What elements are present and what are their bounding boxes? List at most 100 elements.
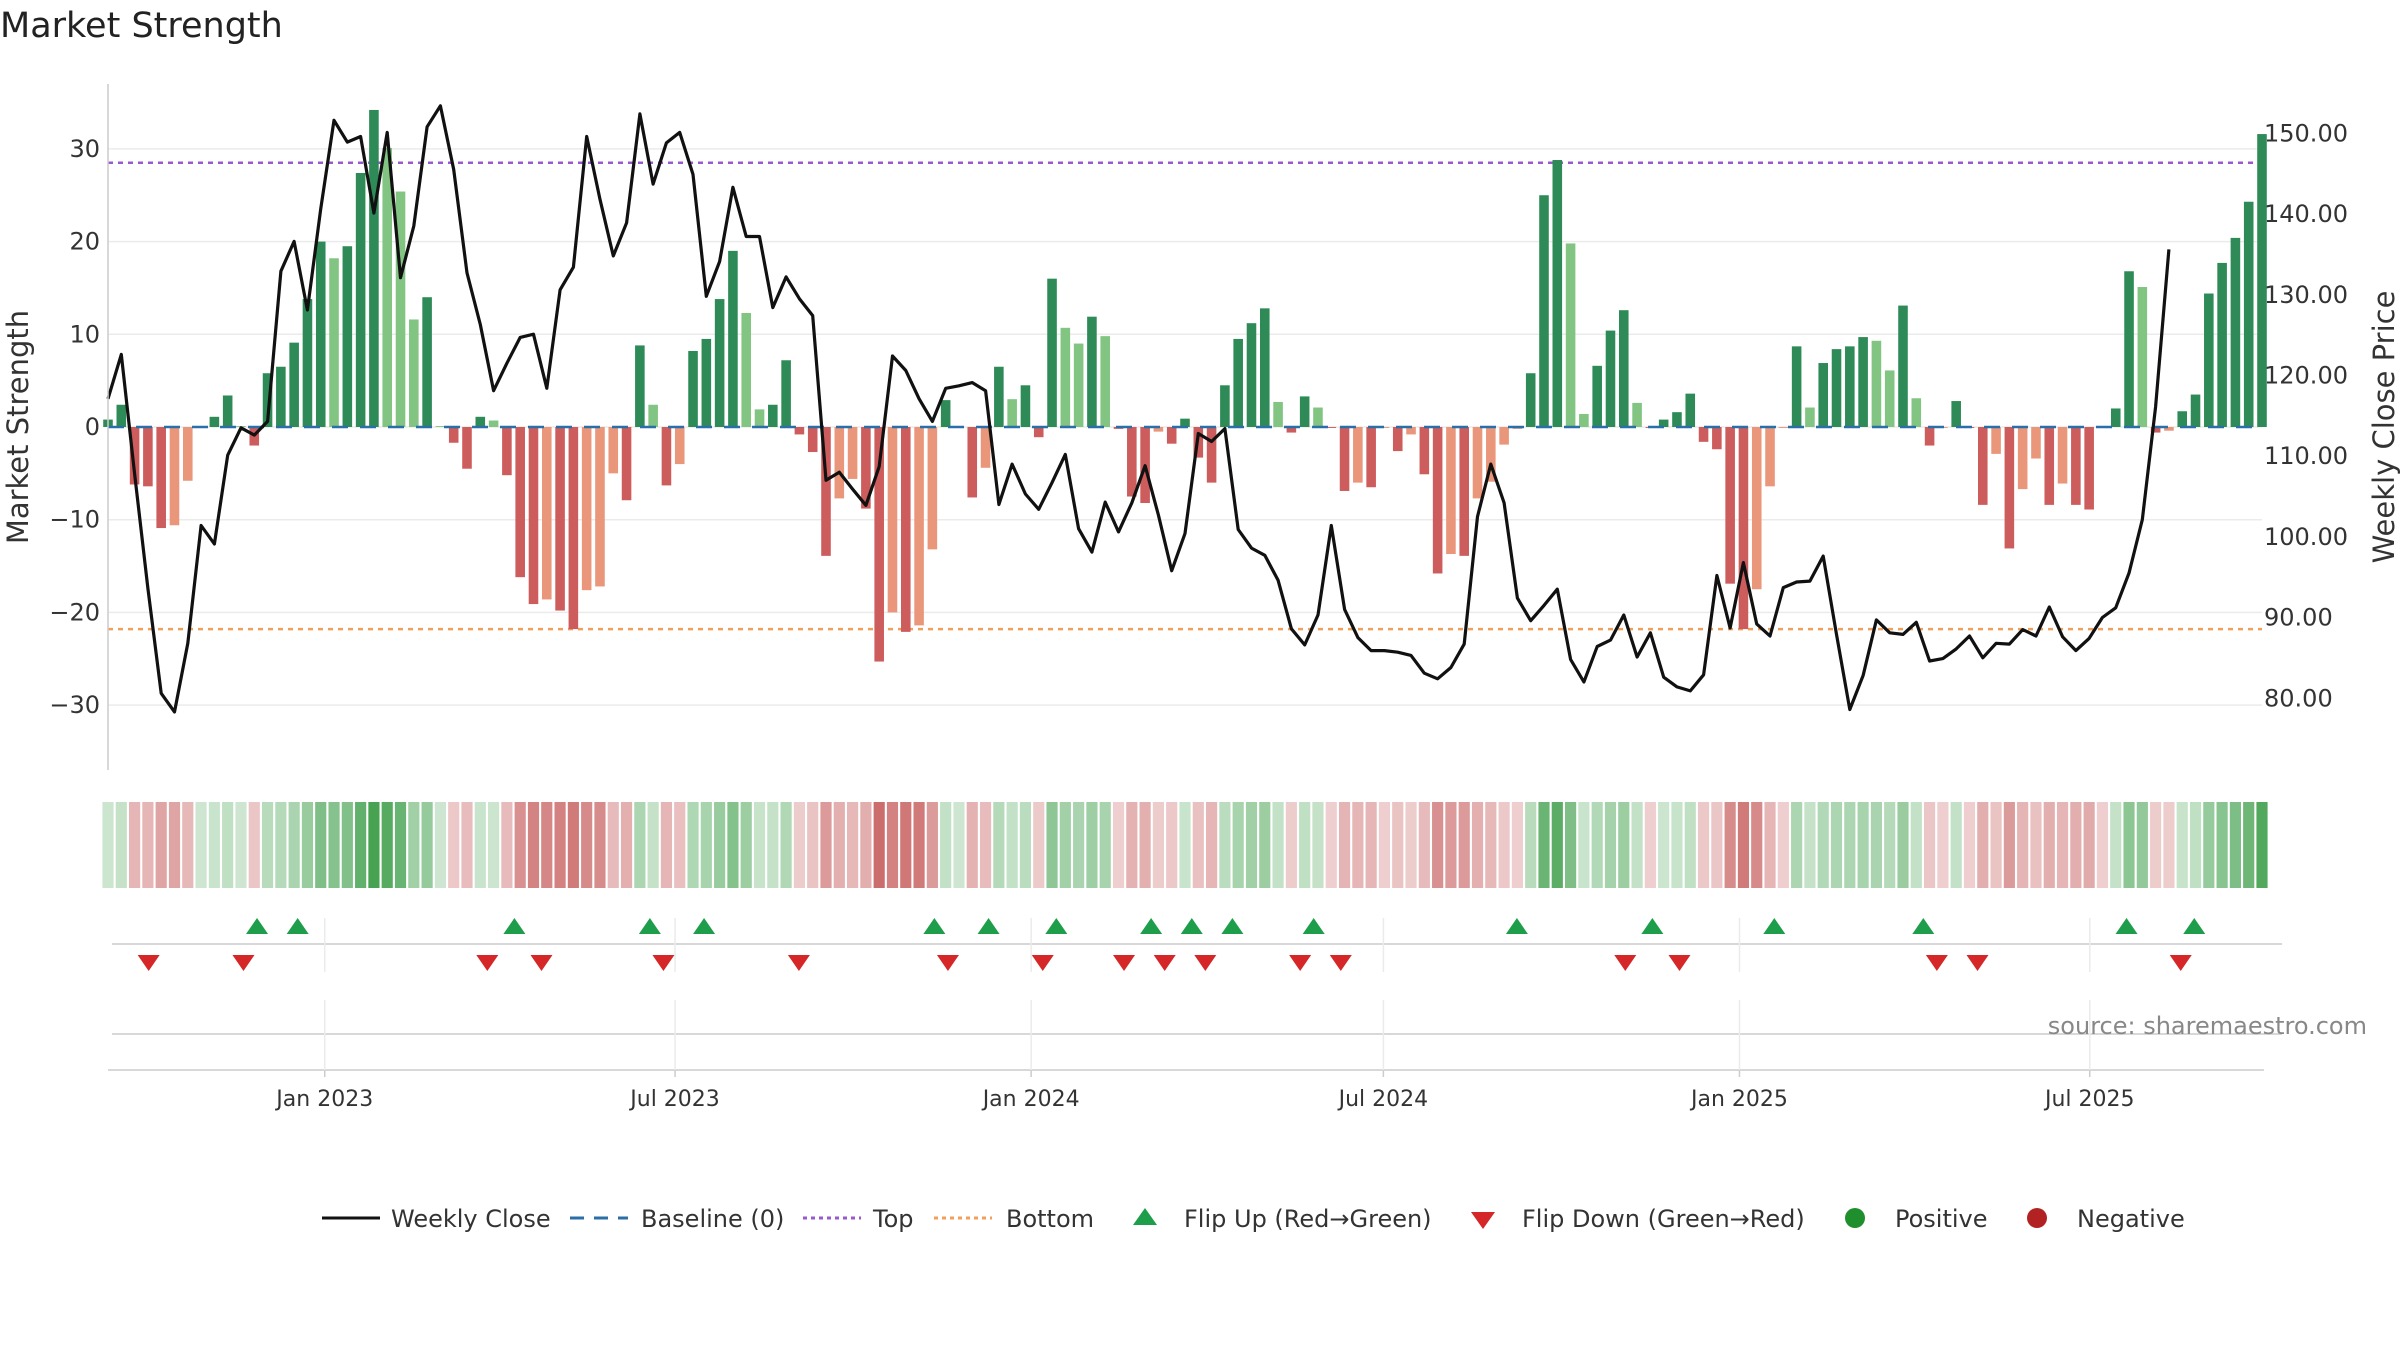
strength-bar — [741, 312, 752, 427]
flip-down-marker — [476, 955, 499, 971]
strip-cell — [1166, 802, 1178, 888]
strength-bar — [2071, 427, 2081, 505]
flip-down-marker — [652, 955, 675, 971]
strip-cell — [1857, 802, 1869, 888]
strip-cell — [474, 802, 486, 888]
strength-bar — [502, 427, 512, 476]
flip-down-marker — [1668, 955, 1691, 971]
strip-cell — [1245, 802, 1258, 888]
strip-cell — [953, 802, 965, 888]
source-note: source: sharemaestro.com — [2048, 1012, 2367, 1040]
strip-cell — [1591, 802, 1603, 888]
strip-cell — [833, 802, 845, 888]
strength-bar — [1286, 427, 1297, 433]
strength-bar — [1672, 412, 1682, 427]
strength-bar — [781, 360, 791, 427]
strength-bar — [2057, 427, 2068, 484]
strip-cell — [2030, 802, 2042, 888]
flip-down-marker — [1329, 955, 1352, 971]
strip-cell — [1724, 802, 1736, 888]
y-right-axis-label: Weekly Close Price — [2367, 291, 2400, 564]
strip-cell — [1192, 802, 1204, 888]
strip-cell — [448, 802, 460, 888]
strength-bar — [462, 427, 472, 469]
strip-cell — [1538, 802, 1550, 888]
strength-bar — [2217, 262, 2227, 427]
strength-bar — [1565, 243, 1576, 427]
strength-bar — [1791, 346, 1802, 427]
strength-bar — [2124, 271, 2134, 427]
legend-bottom-label: Bottom — [1006, 1205, 1094, 1233]
strip-cell — [1445, 802, 1457, 888]
strip-cell — [793, 802, 805, 888]
strip-cell — [434, 802, 446, 888]
strength-bar — [1818, 363, 1829, 427]
y-right-tick-label: 140.00 — [2264, 200, 2348, 228]
strip-cell — [1126, 802, 1138, 888]
strip-cell — [674, 802, 686, 888]
y-left-tick-label: −10 — [49, 506, 100, 534]
strength-bar — [1220, 385, 1230, 427]
strip-cell — [740, 802, 752, 888]
strip-cell — [700, 802, 712, 888]
strength-bar — [1605, 330, 1616, 427]
strip-cell — [1658, 802, 1670, 888]
strip-cell — [554, 802, 566, 888]
y-left-tick-label: −20 — [49, 598, 100, 626]
strip-cell — [1977, 802, 1989, 888]
strip-cell — [1139, 802, 1151, 888]
strength-bar — [621, 427, 632, 501]
strip-cell — [1830, 802, 1843, 888]
strength-bar — [302, 299, 313, 427]
strength-bar — [422, 297, 432, 427]
strength-bar — [1858, 337, 1868, 427]
strip-cell — [315, 802, 327, 888]
strip-cell — [1817, 802, 1829, 888]
x-tick-label: Jan 2025 — [1689, 1087, 1788, 1112]
flip-up-marker — [1505, 918, 1528, 934]
flip-up-marker — [1045, 918, 1068, 934]
strip-cell — [2056, 802, 2069, 888]
legend-flip-down-label: Flip Down (Green→Red) — [1522, 1205, 1805, 1233]
legend-positive-dot — [1845, 1208, 1865, 1228]
strength-bar — [861, 427, 871, 509]
strip-cell — [1950, 802, 1962, 888]
strip-cell — [527, 802, 540, 888]
strength-bar — [1087, 316, 1097, 427]
strip-cell — [780, 802, 792, 888]
strength-bar — [1725, 427, 1735, 584]
strength-bar — [1392, 427, 1403, 452]
strength-bar — [635, 345, 645, 427]
strip-cell — [2189, 802, 2202, 888]
strip-cell — [1671, 802, 1683, 888]
strip-cell — [1405, 802, 1417, 888]
strip-cell — [1804, 802, 1816, 888]
strength-bar — [674, 427, 685, 465]
flip-down-marker — [2169, 955, 2192, 971]
strength-bar — [1805, 407, 1815, 427]
strip-cell — [1565, 802, 1577, 888]
flip-down-marker — [1614, 955, 1637, 971]
strength-bar — [1379, 427, 1390, 428]
strength-bar — [1419, 427, 1430, 475]
strip-cell — [2216, 802, 2228, 888]
strength-bar — [887, 427, 898, 613]
strip-cell — [381, 802, 393, 888]
y-left-tick-label: 10 — [69, 320, 100, 348]
legend-flip-up-label: Flip Up (Red→Green) — [1184, 1205, 1432, 1233]
strength-bar — [488, 420, 499, 427]
strip-cell — [115, 802, 127, 888]
strip-cell — [168, 802, 181, 888]
strength-bar — [940, 400, 951, 427]
strip-cell — [1006, 802, 1018, 888]
strip-cell — [807, 802, 819, 888]
strip-cell — [1352, 802, 1364, 888]
flip-up-marker — [638, 918, 661, 934]
strength-bar — [2004, 427, 2015, 549]
x-tick-label: Jul 2023 — [628, 1087, 720, 1112]
strength-bar — [821, 427, 831, 556]
strip-cell — [155, 802, 167, 888]
strength-bar — [2257, 134, 2267, 428]
strip-cell — [1697, 802, 1710, 888]
strength-bar — [382, 147, 393, 428]
